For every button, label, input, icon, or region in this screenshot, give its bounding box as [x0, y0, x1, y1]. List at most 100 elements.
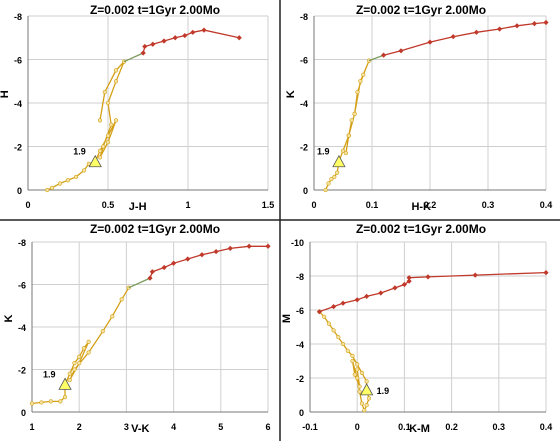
x-tick-label: 0 — [311, 200, 316, 210]
data-point — [346, 133, 351, 138]
data-point — [201, 27, 207, 33]
annotation-label: 1.9 — [43, 369, 56, 379]
data-point — [97, 118, 103, 123]
x-axis-label: H-K — [411, 201, 431, 213]
data-point — [378, 290, 384, 296]
data-point — [355, 90, 360, 95]
data-point — [361, 72, 366, 77]
data-point — [185, 256, 191, 262]
data-point — [109, 122, 114, 127]
data-point — [357, 384, 362, 389]
data-point — [45, 187, 50, 193]
data-point — [543, 270, 549, 276]
y-tick-label: -6 — [300, 56, 308, 66]
triangle-marker-icon — [88, 154, 102, 168]
x-tick-label: 0.4 — [540, 422, 553, 432]
x-tick-label: -0.1 — [302, 422, 318, 432]
annotation-label: 1.9 — [73, 147, 86, 157]
data-point — [72, 367, 77, 372]
triangle-marker-icon — [58, 377, 72, 390]
x-tick-label: 1 — [29, 422, 34, 432]
data-point — [335, 170, 340, 175]
data-point — [340, 300, 346, 306]
series-line-red — [142, 29, 240, 54]
data-point — [149, 269, 155, 275]
data-point — [119, 297, 124, 302]
data-point — [67, 378, 72, 383]
chart-panel-4: 0 -2 -4 -6 -8 -10 -0.1 0 0.1 0.2 0.3 0.4 K-M M 1.9 — [281, 238, 552, 435]
data-point — [62, 395, 68, 400]
chart-title-1: Z=0.002 t=1Gyr 2.00Mo — [89, 3, 221, 17]
data-point — [97, 155, 103, 160]
series-line-red — [149, 245, 268, 279]
data-point — [332, 174, 337, 180]
y-tick-label: -2 — [300, 143, 308, 153]
data-point — [323, 187, 328, 193]
chart-panel-2: 0 -2 -4 -6 -8 0 0.1 0.2 0.3 0.4 H-K K 1.9 — [285, 12, 552, 213]
data-point — [142, 43, 148, 50]
x-axis-label: K-M — [409, 423, 430, 435]
data-point — [49, 185, 55, 190]
data-point — [113, 68, 119, 73]
x-tick-label: 0.1 — [398, 422, 411, 432]
data-point — [352, 372, 357, 377]
x-tick-label: 0.5 — [102, 200, 115, 210]
data-point — [329, 177, 334, 182]
data-point — [543, 19, 549, 26]
data-point — [357, 389, 362, 394]
series-line-red — [319, 271, 547, 313]
data-point — [58, 399, 63, 404]
data-point — [113, 118, 119, 123]
y-tick-label: -6 — [18, 281, 26, 291]
data-point — [105, 140, 111, 145]
y-tick-label: -6 — [14, 56, 22, 66]
data-point — [171, 260, 177, 266]
data-point — [398, 48, 404, 54]
y-tick-label: -4 — [300, 99, 308, 109]
data-point — [102, 90, 107, 95]
data-point — [246, 243, 252, 249]
data-point — [331, 328, 336, 333]
data-point — [427, 39, 433, 45]
data-point — [67, 371, 72, 376]
triangle-marker-icon — [332, 154, 346, 168]
series-line-green — [123, 52, 144, 63]
series-line-green — [368, 54, 384, 62]
data-point — [355, 367, 360, 372]
data-point — [401, 281, 407, 288]
y-tick-label: 0 — [299, 408, 304, 418]
chart-panel-3: 0 -2 -4 -6 -8 1 2 3 4 5 6 V-K K 1.9 — [3, 238, 271, 435]
data-point — [105, 133, 111, 138]
data-point — [101, 144, 106, 149]
data-point — [77, 361, 82, 366]
data-point — [331, 304, 337, 310]
x-tick-label: 0.3 — [482, 200, 495, 210]
data-point — [73, 174, 79, 180]
chart-title-4: Z=0.002 t=1Gyr 2.00Mo — [355, 222, 487, 236]
series-line-track — [318, 311, 370, 413]
data-point — [355, 362, 360, 367]
data-point — [236, 35, 242, 41]
x-tick-label: 0.4 — [540, 200, 553, 210]
data-point — [190, 29, 196, 35]
y-axis-label: K — [285, 90, 297, 98]
data-point — [110, 314, 115, 319]
x-tick-label: 6 — [265, 422, 270, 432]
series-line-track — [325, 60, 370, 191]
y-tick-label: -4 — [18, 323, 26, 333]
data-point — [199, 252, 205, 258]
data-point — [354, 297, 360, 303]
y-tick-label: -8 — [14, 12, 22, 22]
data-point — [140, 50, 146, 56]
y-tick-label: 0 — [303, 186, 308, 196]
data-point — [364, 293, 370, 299]
data-point — [336, 335, 341, 340]
y-tick-label: -4 — [14, 99, 22, 109]
y-tick-label: -2 — [296, 374, 304, 384]
y-axis-label: K — [3, 314, 15, 322]
data-point — [358, 79, 363, 84]
y-tick-label: -8 — [300, 12, 308, 22]
x-tick-label: 5 — [218, 422, 223, 432]
y-tick-label: -2 — [18, 366, 26, 376]
